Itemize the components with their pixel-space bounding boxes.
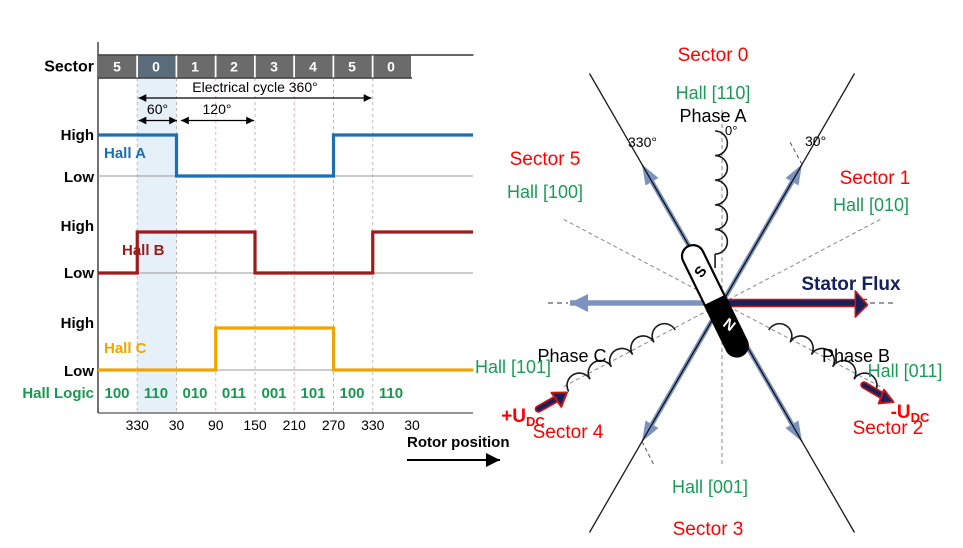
svg-text:Sector 1: Sector 1 <box>840 168 911 189</box>
svg-text:Sector 3: Sector 3 <box>673 519 744 540</box>
svg-text:Hall [010]: Hall [010] <box>833 195 909 215</box>
svg-text:330°: 330° <box>628 134 657 150</box>
svg-text:Hall [100]: Hall [100] <box>507 182 583 202</box>
svg-text:Sector 5: Sector 5 <box>510 149 581 170</box>
svg-text:Hall [101]: Hall [101] <box>475 357 551 377</box>
svg-text:Stator Flux: Stator Flux <box>801 274 901 295</box>
svg-text:Hall [001]: Hall [001] <box>672 477 748 497</box>
svg-text:Sector 4: Sector 4 <box>533 422 604 443</box>
svg-text:Sector 0: Sector 0 <box>678 45 749 66</box>
svg-text:Hall [110]: Hall [110] <box>676 83 751 103</box>
svg-text:0°: 0° <box>725 123 737 138</box>
svg-text:Sector 2: Sector 2 <box>853 418 924 439</box>
svg-text:30°: 30° <box>805 133 826 149</box>
svg-text:Hall [011]: Hall [011] <box>868 361 943 381</box>
